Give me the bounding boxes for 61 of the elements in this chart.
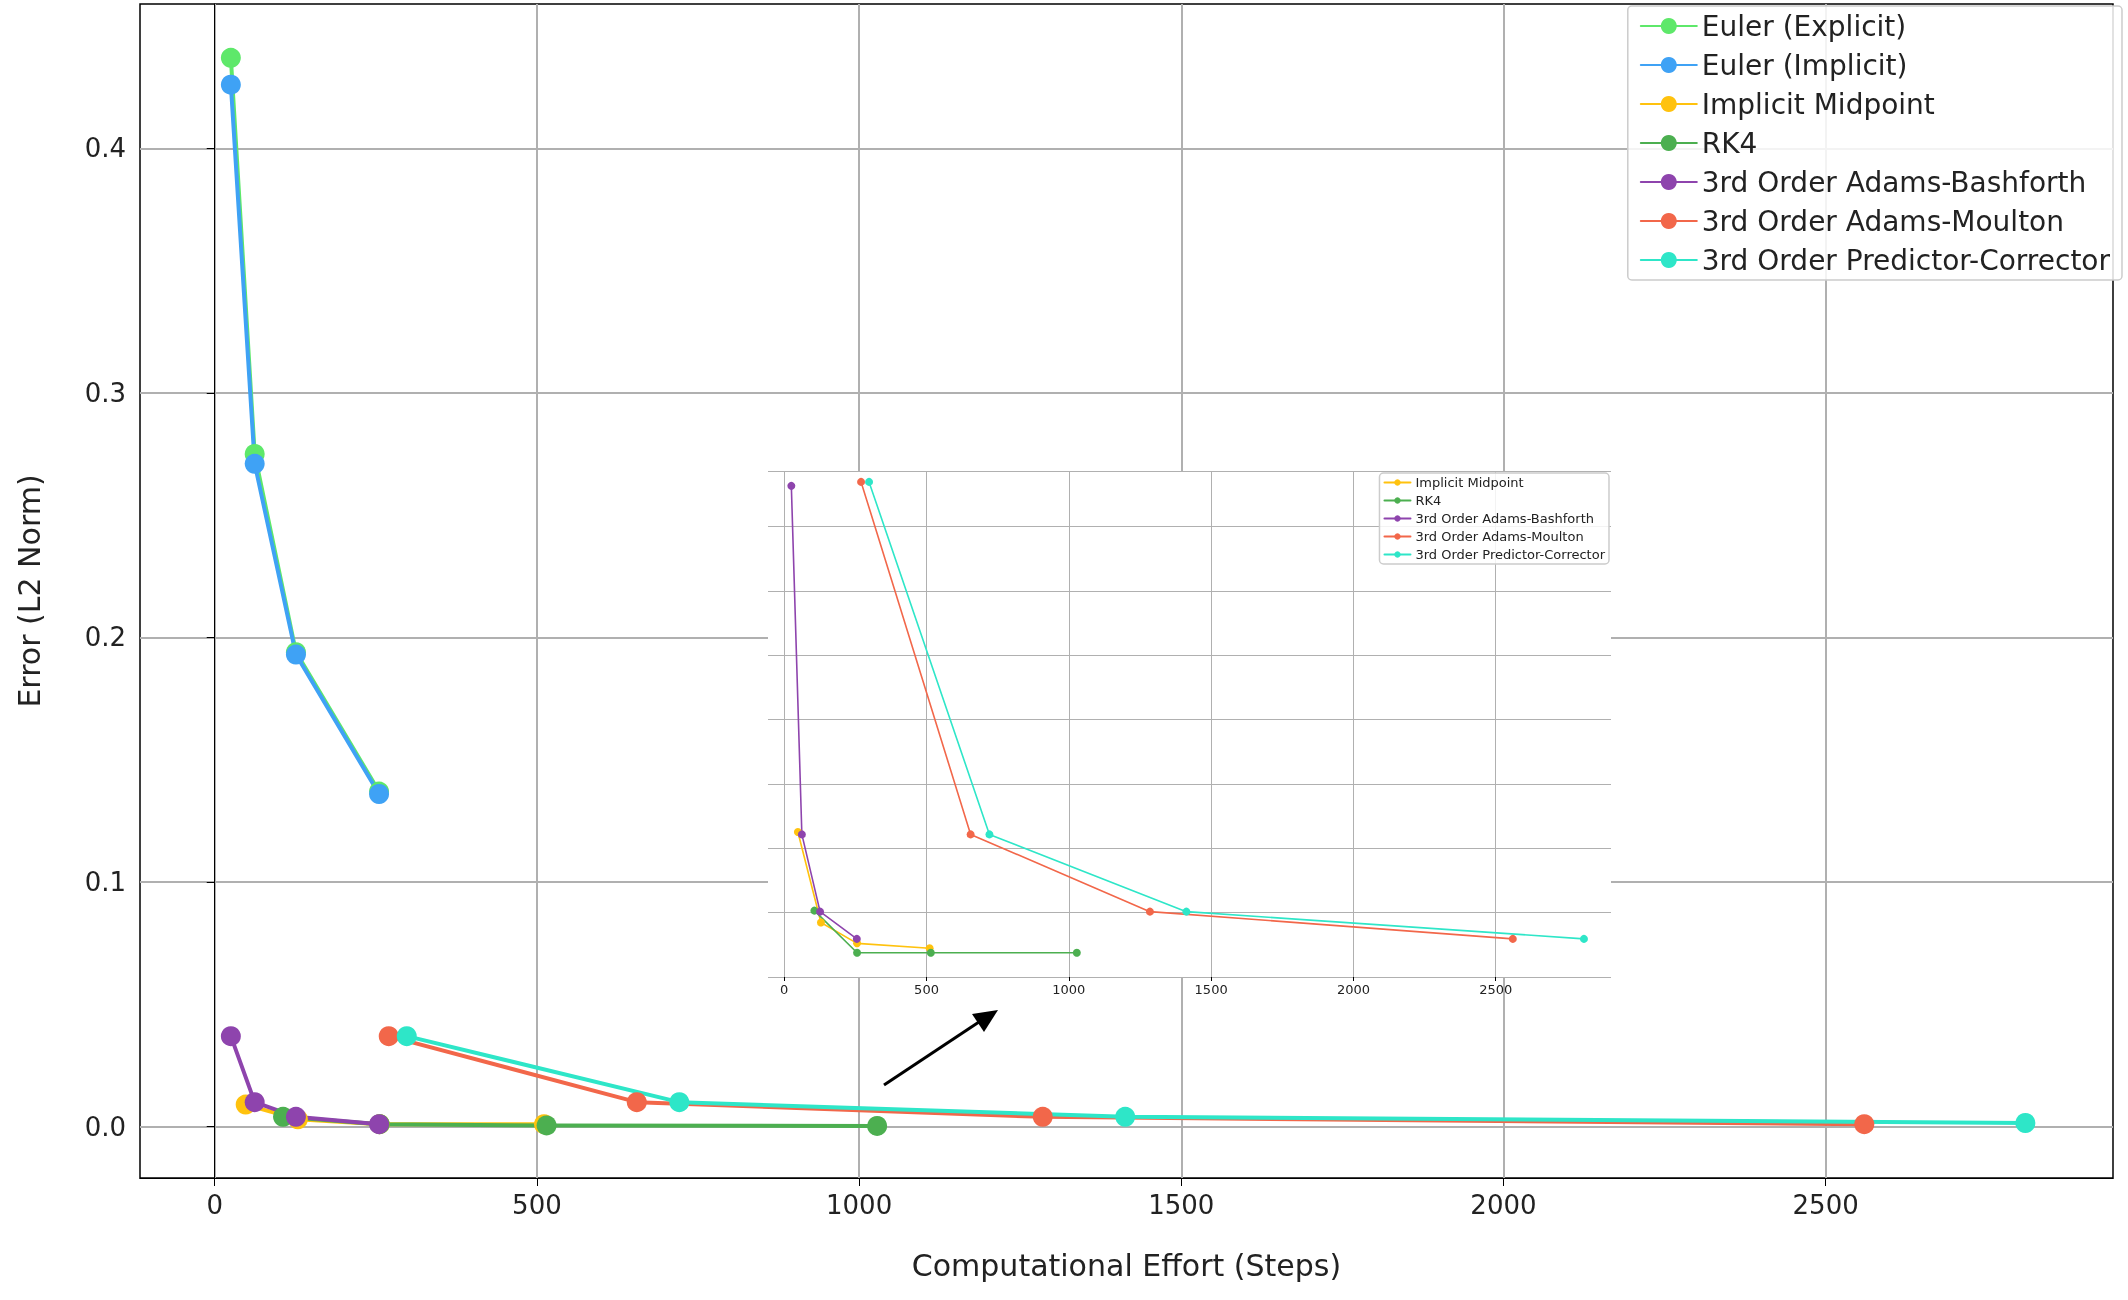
point bbox=[926, 948, 935, 957]
point bbox=[865, 477, 874, 486]
point bbox=[816, 907, 825, 916]
point bbox=[2015, 1112, 2036, 1133]
legend-label: Euler (Implicit) bbox=[1701, 48, 1908, 82]
point bbox=[1032, 1106, 1053, 1127]
point bbox=[1145, 907, 1154, 916]
y-tick-label: 0.4 bbox=[84, 133, 126, 164]
legend-label: Euler (Explicit) bbox=[1701, 9, 1907, 43]
legend-label: 3rd Order Predictor-Corrector bbox=[1415, 547, 1606, 562]
x-tick-label: 2500 bbox=[1792, 1190, 1859, 1220]
x-tick-label: 1000 bbox=[826, 1190, 893, 1220]
legend-label: 3rd Order Predictor-Corrector bbox=[1701, 243, 2111, 277]
point bbox=[1072, 948, 1081, 957]
point bbox=[816, 918, 825, 927]
point bbox=[1115, 1106, 1136, 1127]
point bbox=[220, 47, 241, 68]
legend-label: RK4 bbox=[1701, 126, 1758, 160]
y-tick-label: 0.2 bbox=[84, 622, 126, 653]
point bbox=[244, 453, 265, 474]
point bbox=[797, 830, 806, 839]
legend-label: 3rd Order Adams-Moulton bbox=[1701, 204, 2064, 238]
point bbox=[396, 1026, 417, 1047]
point bbox=[220, 74, 241, 95]
x-tick-label: 0 bbox=[206, 1190, 224, 1220]
x-tick-label: 1500 bbox=[1148, 1190, 1215, 1220]
x-tick-label: 2000 bbox=[1470, 1190, 1537, 1220]
y-axis-title: Error (L2 Norm) bbox=[11, 474, 47, 708]
point bbox=[378, 1026, 399, 1047]
point bbox=[867, 1115, 888, 1136]
x-tick-label: 1500 bbox=[1194, 982, 1228, 997]
x-tick-label: 2000 bbox=[1336, 982, 1370, 997]
point bbox=[1854, 1114, 1875, 1135]
point bbox=[220, 1026, 241, 1047]
point bbox=[1508, 934, 1517, 943]
x-axis-title: Computational Effort (Steps) bbox=[911, 1247, 1342, 1283]
x-tick-label: 1000 bbox=[1052, 982, 1086, 997]
legend-label: 3rd Order Adams-Bashforth bbox=[1701, 165, 2087, 199]
legend-label: RK4 bbox=[1415, 493, 1442, 508]
legend-label: 3rd Order Adams-Bashforth bbox=[1415, 511, 1594, 526]
x-tick-label: 500 bbox=[512, 1190, 562, 1220]
legend-label: Implicit Midpoint bbox=[1415, 475, 1524, 490]
x-tick-label: 2500 bbox=[1479, 982, 1513, 997]
x-tick-label: 500 bbox=[914, 982, 939, 997]
point bbox=[244, 1092, 265, 1113]
point bbox=[966, 830, 975, 839]
point bbox=[985, 830, 994, 839]
legend-label: 3rd Order Adams-Moulton bbox=[1415, 529, 1584, 544]
y-tick-label: 0.0 bbox=[84, 1111, 126, 1142]
point bbox=[853, 948, 862, 957]
legend-label: Implicit Midpoint bbox=[1701, 87, 1935, 121]
point bbox=[626, 1092, 647, 1113]
x-tick-label: 0 bbox=[780, 982, 789, 997]
point bbox=[787, 481, 796, 490]
point bbox=[857, 477, 866, 486]
point bbox=[1579, 934, 1588, 943]
y-tick-label: 0.3 bbox=[84, 377, 126, 408]
point bbox=[1182, 907, 1191, 916]
y-tick-label: 0.1 bbox=[84, 867, 126, 898]
point bbox=[852, 934, 861, 943]
point bbox=[669, 1092, 690, 1113]
